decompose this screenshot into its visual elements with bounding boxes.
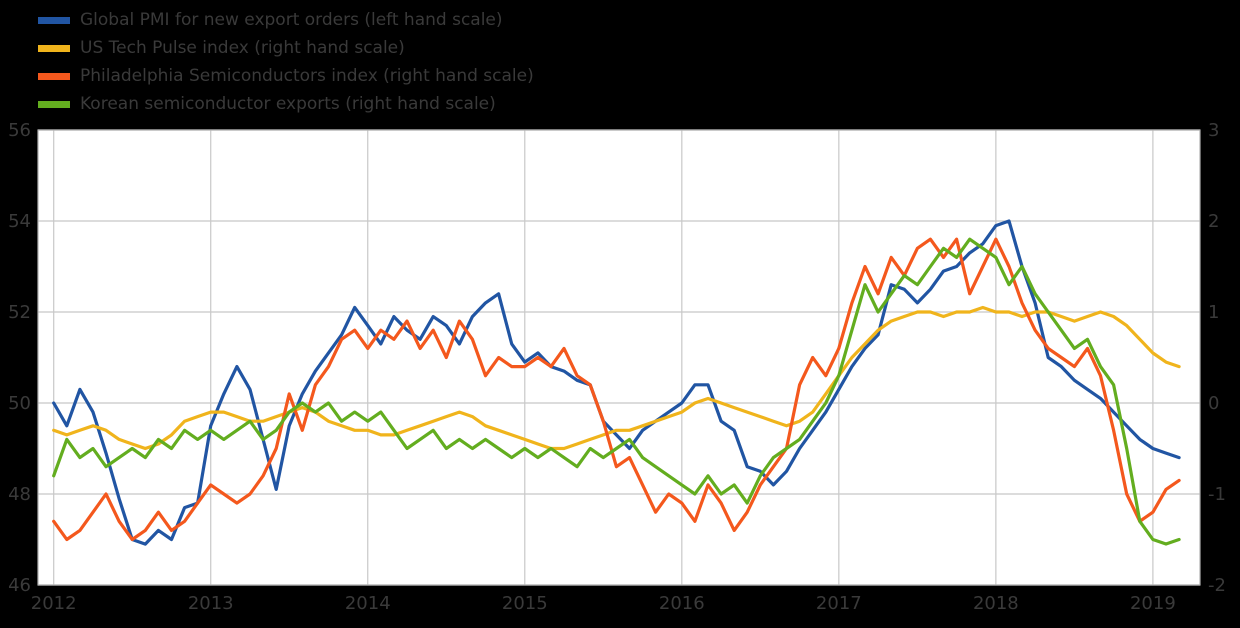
legend-item-korean-semi-exports: Korean semiconductor exports (right hand… bbox=[38, 90, 534, 118]
x-axis-tick-label: 2019 bbox=[1130, 593, 1176, 614]
legend-label-korean-semi-exports: Korean semiconductor exports (right hand… bbox=[80, 93, 496, 114]
legend-swatch-korean-semi-exports-icon bbox=[38, 100, 70, 108]
legend-label-us-tech-pulse: US Tech Pulse index (right hand scale) bbox=[80, 37, 405, 58]
series-line-0 bbox=[52, 219, 1181, 546]
left-axis-tick-label: 50 bbox=[8, 393, 31, 414]
x-axis-tick-label: 2012 bbox=[31, 593, 77, 614]
legend-item-philadelphia-semis: Philadelphia Semiconductors index (right… bbox=[38, 62, 534, 90]
right-axis-tick-label: -2 bbox=[1208, 575, 1226, 596]
x-axis-tick-label: 2013 bbox=[188, 593, 234, 614]
legend-item-global-pmi: Global PMI for new export orders (left h… bbox=[38, 6, 534, 34]
x-axis-tick-label: 2014 bbox=[345, 593, 391, 614]
left-axis-tick-label: 52 bbox=[8, 302, 31, 323]
right-axis-tick-label: 3 bbox=[1208, 120, 1219, 141]
legend-swatch-philadelphia-semis-icon bbox=[38, 72, 70, 80]
legend-label-global-pmi: Global PMI for new export orders (left h… bbox=[80, 9, 503, 30]
left-axis-tick-label: 46 bbox=[8, 575, 31, 596]
left-axis-tick-label: 54 bbox=[8, 211, 31, 232]
series-line-2 bbox=[52, 237, 1181, 542]
plot-border bbox=[37, 129, 1201, 586]
x-axis-tick-label: 2015 bbox=[502, 593, 548, 614]
right-axis-tick-label: 2 bbox=[1208, 211, 1219, 232]
plot-area bbox=[38, 130, 1200, 585]
right-axis-tick-label: 1 bbox=[1208, 302, 1219, 323]
x-axis-tick-label: 2017 bbox=[816, 593, 862, 614]
series-line-3 bbox=[52, 237, 1181, 546]
right-axis-tick-label: 0 bbox=[1208, 393, 1219, 414]
legend-label-philadelphia-semis: Philadelphia Semiconductors index (right… bbox=[80, 65, 534, 86]
x-axis-tick-label: 2018 bbox=[973, 593, 1019, 614]
legend: Global PMI for new export orders (left h… bbox=[38, 6, 534, 118]
left-axis-tick-label: 48 bbox=[8, 484, 31, 505]
left-axis-tick-label: 56 bbox=[8, 120, 31, 141]
legend-item-us-tech-pulse: US Tech Pulse index (right hand scale) bbox=[38, 34, 534, 62]
right-axis-tick-label: -1 bbox=[1208, 484, 1226, 505]
legend-swatch-us-tech-pulse-icon bbox=[38, 44, 70, 52]
x-axis-tick-label: 2016 bbox=[659, 593, 705, 614]
series-line-1 bbox=[52, 305, 1181, 451]
legend-swatch-global-pmi-icon bbox=[38, 16, 70, 24]
